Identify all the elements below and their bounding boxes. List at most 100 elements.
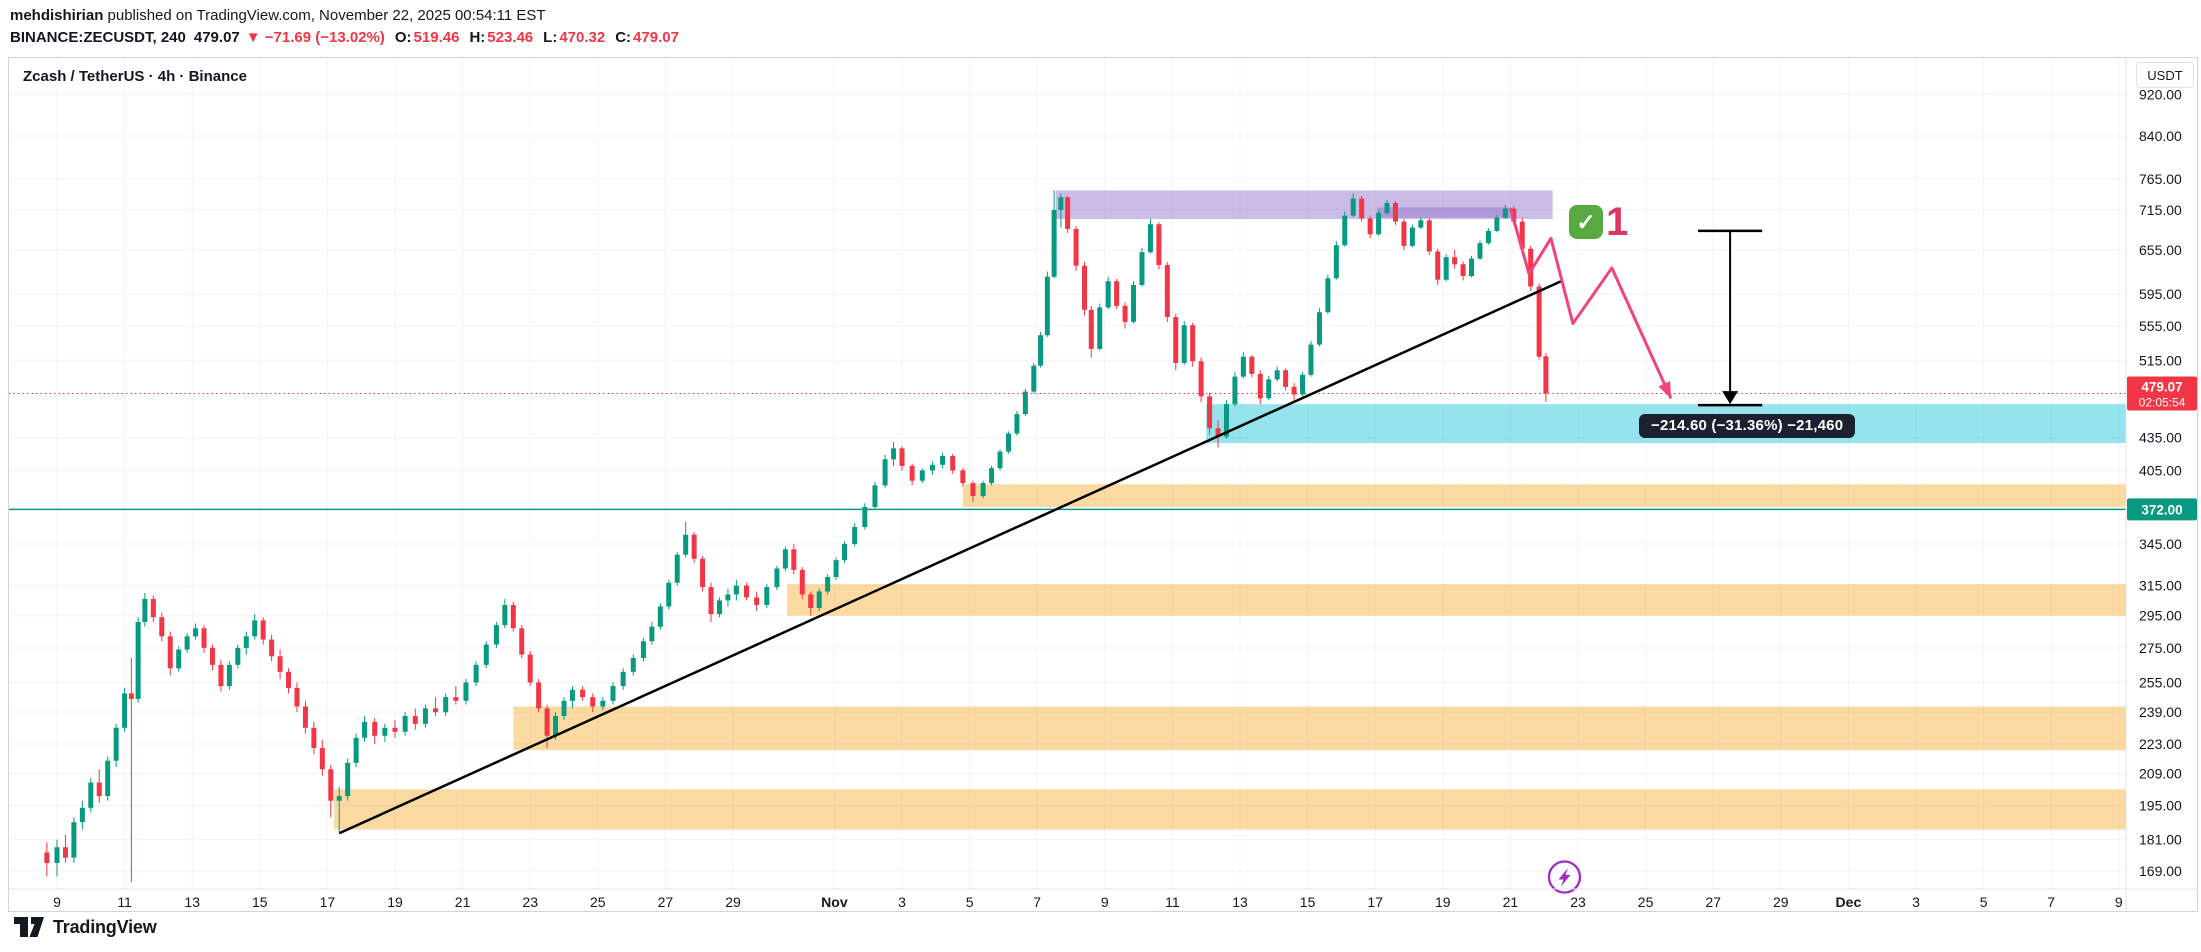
time-tick-label: 11 xyxy=(117,894,132,910)
candle-body xyxy=(336,796,342,801)
candle-body xyxy=(1283,370,1289,387)
price-tick-label: 435.00 xyxy=(2139,430,2182,446)
candle-body xyxy=(1452,257,1458,265)
open-value: 519.46 xyxy=(413,29,460,46)
resistance-purple xyxy=(1055,190,1553,219)
candle-body xyxy=(816,591,822,608)
candle-body xyxy=(1266,379,1272,399)
candle-body xyxy=(754,597,760,605)
currency-unit-button[interactable]: USDT xyxy=(2136,62,2194,88)
trendline[interactable] xyxy=(338,280,1562,835)
current-price-badge-value: 479.07 xyxy=(2141,379,2182,394)
chart-legend-title[interactable]: Zcash / TetherUS · 4h · Binance xyxy=(23,68,247,85)
candle-body xyxy=(980,483,986,497)
resistance-purple-inner xyxy=(1376,207,1511,218)
candle-body xyxy=(1044,276,1050,336)
candle-body xyxy=(493,625,499,645)
price-tick-label: 315.00 xyxy=(2139,578,2182,594)
price-tick-label: 169.00 xyxy=(2139,863,2182,879)
lightning-icon[interactable] xyxy=(1547,860,1582,894)
time-tick-label: Nov xyxy=(821,894,848,910)
price-tick-label: 181.00 xyxy=(2139,832,2182,848)
candle-body xyxy=(260,620,266,640)
candle-body xyxy=(433,708,439,713)
candle-body xyxy=(1376,213,1382,235)
candle-body xyxy=(44,852,50,863)
candle-body xyxy=(691,534,697,559)
candle-body xyxy=(1122,305,1128,322)
candlestick-chart[interactable]: 920.00 840.00 765.00 715.00 655.00 595.00 555.… xyxy=(9,58,2197,911)
candle-body xyxy=(443,697,449,713)
candle-body xyxy=(1392,202,1398,222)
chart-pane: 920.00 840.00 765.00 715.00 655.00 595.00 555.… xyxy=(8,57,2198,912)
time-tick-label: 15 xyxy=(252,894,268,910)
candle-body xyxy=(649,626,655,642)
price-tick-label: 765.00 xyxy=(2139,171,2182,187)
candle-body xyxy=(328,769,334,801)
candle-body xyxy=(453,697,459,701)
candle-body xyxy=(1114,281,1120,306)
check-icon: ✓ xyxy=(1569,205,1603,239)
candle-body xyxy=(519,628,525,655)
candle-body xyxy=(764,587,770,605)
candle-body xyxy=(536,682,542,709)
candle-body xyxy=(311,727,317,749)
price-tick-label: 555.00 xyxy=(2139,318,2182,334)
candle-body xyxy=(218,664,224,687)
price-tick-label: 840.00 xyxy=(2139,128,2182,144)
time-tick-label: 29 xyxy=(1773,894,1789,910)
projection-arrowhead xyxy=(1658,381,1671,399)
publish-info: published on TradingView.com, November 2… xyxy=(103,7,546,24)
candle-body xyxy=(1543,356,1549,394)
candle-body xyxy=(1257,373,1263,399)
candle-body xyxy=(1181,325,1187,363)
candle-body xyxy=(62,847,68,858)
price-tick-label: 920.00 xyxy=(2139,86,2182,102)
publish-byline: mehdishirian published on TradingView.co… xyxy=(10,5,679,27)
candle-body xyxy=(1519,221,1525,249)
last-price: 479.07 xyxy=(193,29,240,46)
candle-body xyxy=(1215,428,1221,437)
candle-body xyxy=(674,554,680,583)
price-tick-label: 715.00 xyxy=(2139,202,2182,218)
candle-body xyxy=(1477,243,1483,259)
candle-body xyxy=(71,822,77,858)
close-value: 479.07 xyxy=(633,29,679,46)
time-tick-label: 21 xyxy=(455,894,471,910)
candle-body xyxy=(412,716,418,724)
candle-body xyxy=(302,706,308,728)
candle-body xyxy=(1156,224,1162,266)
candle-body xyxy=(1240,356,1246,377)
candle-body xyxy=(1308,344,1314,375)
candle-body xyxy=(733,585,739,595)
candle-body xyxy=(1528,248,1534,287)
tradingview-mark-icon xyxy=(14,917,44,937)
candle-body xyxy=(725,594,731,601)
candle-body xyxy=(782,549,788,569)
candle-body xyxy=(1073,228,1079,266)
candle-body xyxy=(54,847,60,863)
candle-body xyxy=(1435,251,1441,280)
price-tick-label: 295.00 xyxy=(2139,608,2182,624)
symbol-name: BINANCE:ZECUSDT, 240 xyxy=(10,29,186,46)
time-tick-label: 9 xyxy=(53,894,61,910)
candle-body xyxy=(1198,361,1204,397)
time-tick-label: 23 xyxy=(1570,894,1586,910)
candle-body xyxy=(950,455,956,471)
candle-body xyxy=(252,620,258,637)
candle-body xyxy=(209,647,215,665)
checkmark-annotation: ✓ 1 xyxy=(1569,202,1628,242)
high-value: 523.46 xyxy=(487,29,534,46)
tradingview-logo[interactable]: TradingView xyxy=(14,917,157,938)
projection-path[interactable] xyxy=(1508,207,1673,399)
candle-body xyxy=(1426,220,1432,252)
candle-body xyxy=(128,693,134,699)
price-tick-label: 595.00 xyxy=(2139,286,2182,302)
candle-body xyxy=(422,708,428,724)
time-tick-label: 9 xyxy=(2115,894,2123,910)
candle-body xyxy=(1316,312,1322,345)
time-tick-label: 19 xyxy=(1435,894,1451,910)
candle-body xyxy=(657,606,663,627)
candle-body xyxy=(1173,317,1179,363)
